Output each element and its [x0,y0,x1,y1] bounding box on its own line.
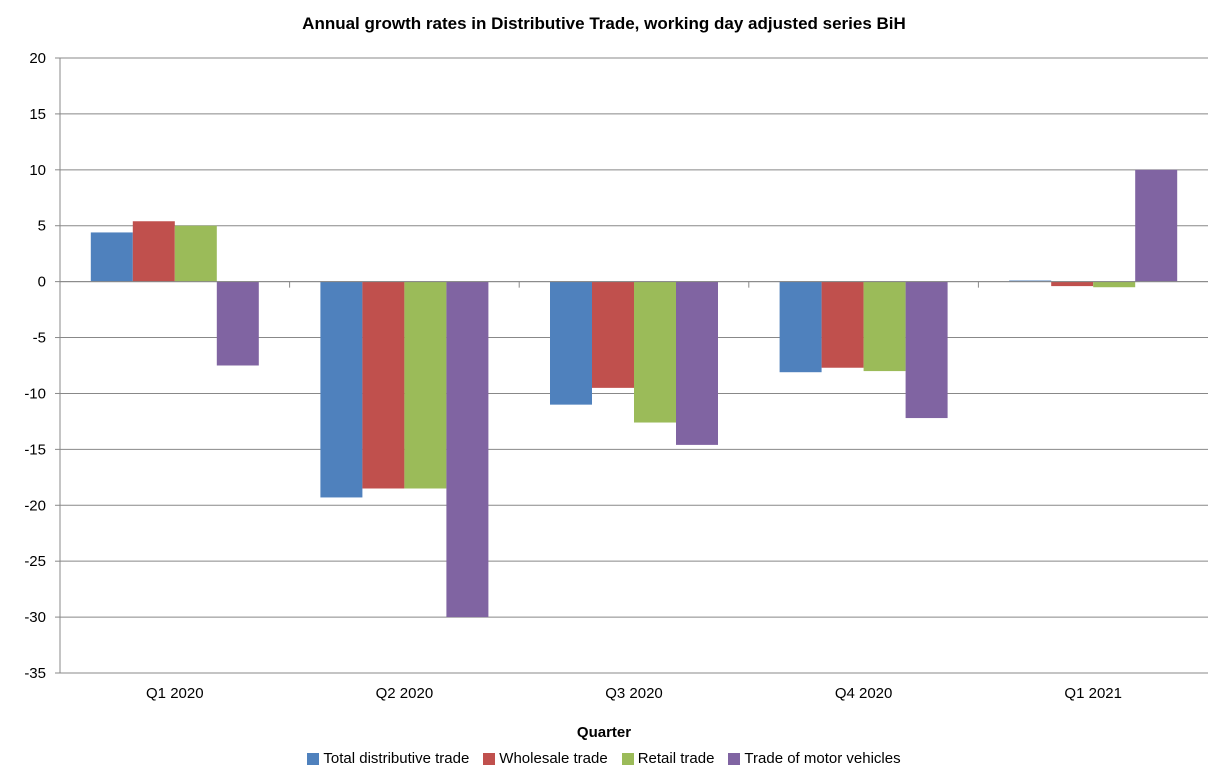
y-tick-label: -10 [24,385,46,402]
y-tick-label: 5 [38,218,46,235]
bar-wholesale-trade [132,221,175,282]
y-tick-label: 20 [29,50,46,67]
bar-wholesale-trade [362,281,405,489]
bar-total-distributive-trade [550,281,592,405]
bar-trade-of-motor-vehicles [446,281,489,618]
y-tick-label: -15 [24,441,46,458]
bar-retail-trade [1093,281,1136,288]
y-tick-label: -20 [24,497,46,514]
x-tick-label: Q3 2020 [605,685,663,702]
bar-retail-trade [863,281,906,372]
y-tick-label: 0 [38,274,46,291]
legend-label: Trade of motor vehicles [744,750,901,767]
y-tick-label: -30 [24,609,46,626]
bar-retail-trade [404,281,447,489]
bar-total-distributive-trade [320,281,363,498]
x-tick-label: Q4 2020 [835,685,893,702]
chart-title: Annual growth rates in Distributive Trad… [302,14,906,33]
bar-trade-of-motor-vehicles [216,281,259,366]
legend-swatch [621,752,634,765]
x-axis-title: Quarter [576,724,632,741]
y-tick-label: -35 [24,665,46,682]
legend-label: Retail trade [637,750,715,767]
bar-trade-of-motor-vehicles [1135,169,1178,282]
bar-wholesale-trade [592,281,634,388]
legend: Total distributive trade Wholesale trade R… [0,750,1208,767]
bar-wholesale-trade [1051,281,1094,287]
x-tick-label: Q1 2021 [1064,685,1122,702]
legend-label: Wholesale trade [499,750,608,767]
bar-total-distributive-trade [1009,280,1052,282]
legend-swatch [483,752,496,765]
x-tick-label: Q1 2020 [146,685,204,702]
axes [55,57,1208,674]
bar-retail-trade [174,225,217,282]
bar-retail-trade [634,281,676,423]
legend-item: Trade of motor vehicles [728,750,901,767]
y-tick-label: 10 [29,162,46,179]
x-tick-label: Q2 2020 [376,685,434,702]
legend-swatch [307,752,320,765]
bars [90,169,1178,618]
legend-item: Retail trade [621,750,715,767]
bar-trade-of-motor-vehicles [676,281,718,445]
y-tick-label: -5 [33,330,46,347]
bar-trade-of-motor-vehicles [905,281,948,419]
legend-swatch [728,752,741,765]
y-tick-label: 15 [29,106,46,123]
legend-label: Total distributive trade [323,750,470,767]
y-tick-label: -25 [24,553,46,570]
bar-total-distributive-trade [779,281,822,373]
legend-item: Total distributive trade [307,750,469,767]
bar-total-distributive-trade [90,232,133,282]
legend-item: Wholesale trade [483,750,608,767]
tick-labels: 20 15 10 5 0 -5 -10 -15 -20 -25 -30 -35 Q1 2020 Q2 20… [24,50,1122,702]
bar-wholesale-trade [821,281,864,368]
gridlines [60,57,1208,674]
